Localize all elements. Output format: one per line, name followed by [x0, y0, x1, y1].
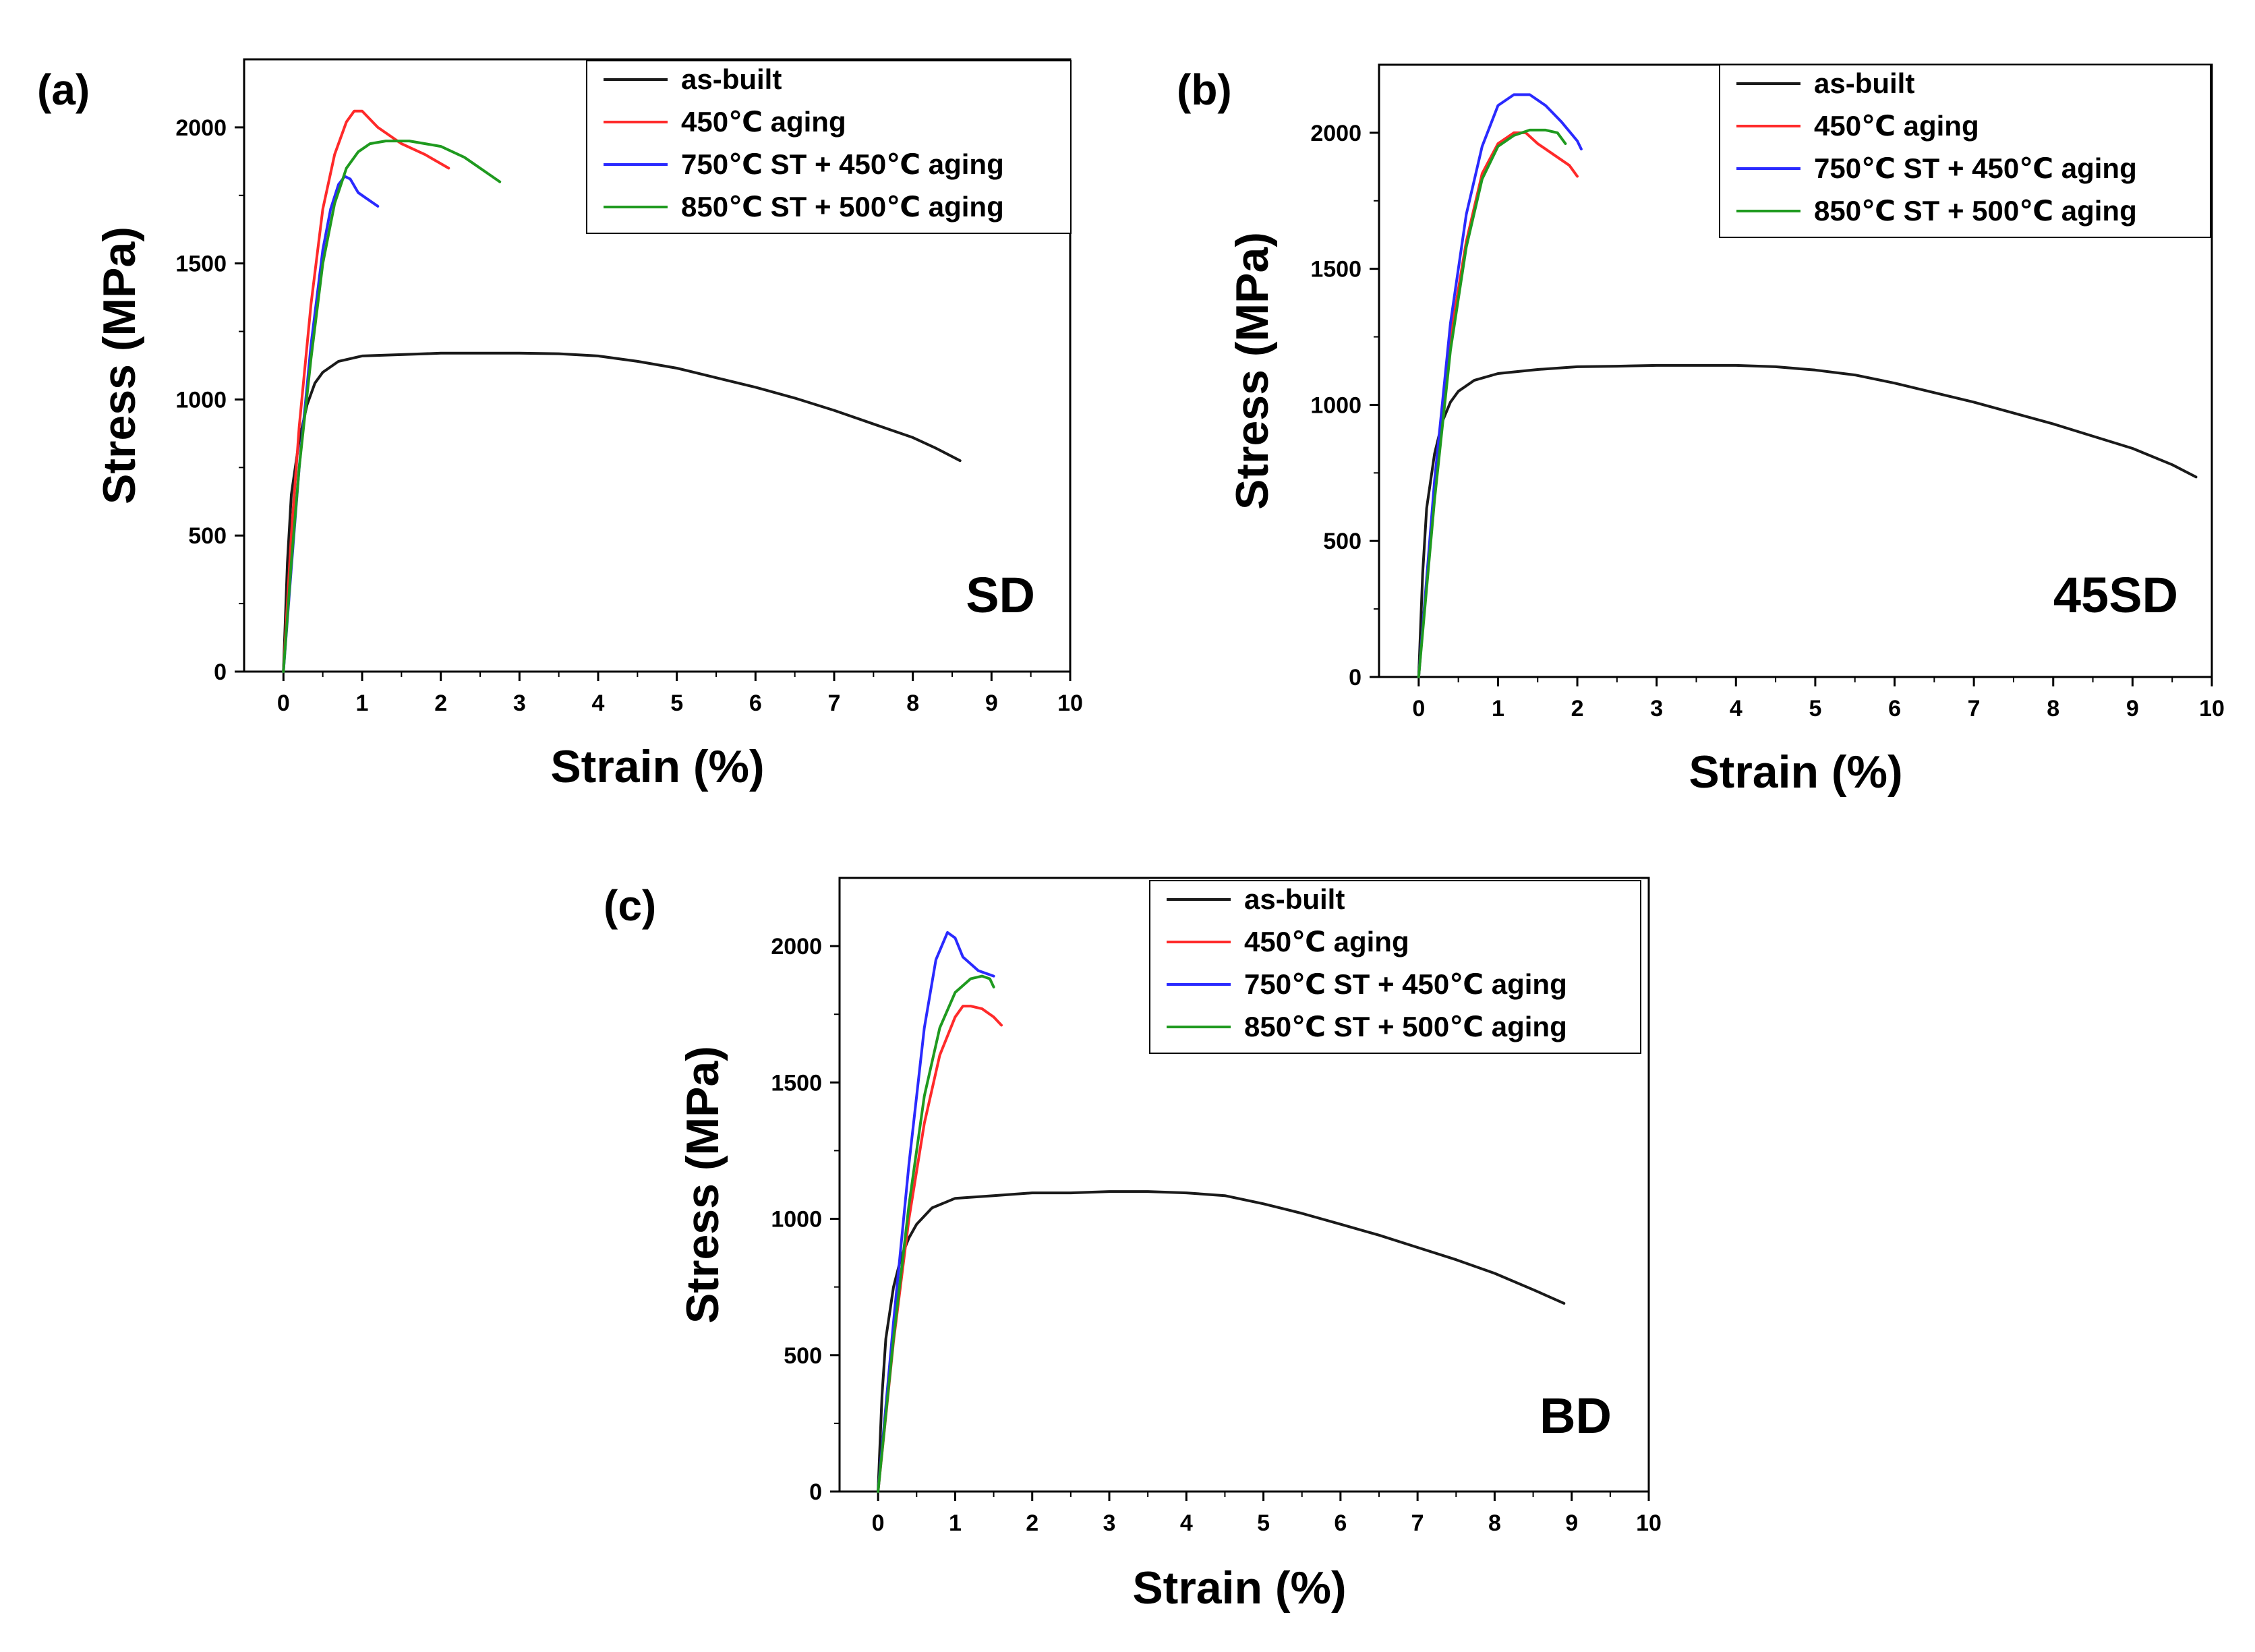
series-line-450c-aging [282, 109, 450, 673]
y-axis-label: Stress (MPa) [677, 1046, 728, 1324]
x-tick-label: 8 [2047, 696, 2059, 721]
legend-entry: as-built [1814, 67, 1914, 99]
x-tick-label: 1 [949, 1510, 962, 1536]
y-tick-label: 1500 [771, 1070, 822, 1096]
panel-label: (c) [604, 881, 656, 930]
x-tick-label: 6 [1888, 696, 1901, 721]
y-tick-label: 500 [784, 1343, 822, 1369]
y-tick-label: 2000 [771, 934, 822, 960]
x-tick-label: 9 [1565, 1510, 1578, 1536]
panel-label: (a) [37, 65, 90, 114]
x-axis-label: Strain (%) [550, 741, 764, 792]
x-tick-label: 5 [1809, 696, 1821, 721]
y-tick-label: 0 [809, 1479, 822, 1505]
chart-panel-0: (a) 0 1 2 3 4 5 6 7 8 9 10 0 500 1000 1500 2000 Strain (%… [37, 58, 1083, 792]
legend-entry: 850℃ ST + 500℃ aging [681, 191, 1004, 223]
plot-frame [243, 58, 1072, 673]
x-tick-label: 7 [828, 690, 841, 716]
x-tick-label: 8 [1488, 1510, 1501, 1536]
x-axis-label: Strain (%) [1689, 746, 1902, 798]
y-tick-label: 2000 [1310, 121, 1361, 146]
y-axis-label: Stress (MPa) [94, 227, 145, 504]
x-tick-label: 3 [1650, 696, 1663, 721]
series-line-450c-aging [877, 1005, 1003, 1493]
y-tick-label: 0 [214, 659, 227, 685]
legend-entry: 450℃ aging [1244, 926, 1409, 957]
x-tick-label: 3 [1103, 1510, 1116, 1536]
legend-entry: 450℃ aging [681, 106, 846, 138]
y-tick-label: 1500 [1310, 257, 1361, 283]
legend-entry: 850℃ ST + 500℃ aging [1814, 195, 2137, 227]
direction-label: SD [966, 567, 1035, 623]
legend-entry: 850℃ ST + 500℃ aging [1244, 1011, 1567, 1042]
series-line-850c-st-500c-aging [1417, 128, 1567, 678]
x-tick-label: 0 [277, 690, 290, 716]
y-tick-label: 1500 [175, 252, 227, 277]
x-tick-label: 5 [1257, 1510, 1270, 1536]
x-tick-label: 9 [2126, 696, 2139, 721]
x-tick-label: 4 [592, 690, 605, 716]
legend-box [1719, 64, 2211, 238]
x-tick-label: 10 [1057, 690, 1083, 716]
chart-panel-1: (b) 0 1 2 3 4 5 6 7 8 9 10 0 500 1000 1500 2000 Strain (%… [1177, 63, 2225, 798]
legend-entry: as-built [681, 63, 782, 95]
series-line-850c-st-500c-aging [282, 140, 502, 673]
legend-entry: 450℃ aging [1814, 110, 1979, 142]
series-line-750c-st-450c-aging [282, 175, 380, 673]
series-line-750c-st-450c-aging [1417, 93, 1583, 678]
x-tick-label: 0 [872, 1510, 885, 1536]
series-line-750c-st-450c-aging [877, 931, 995, 1493]
direction-label: BD [1540, 1388, 1612, 1444]
y-tick-label: 1000 [771, 1207, 822, 1233]
plot-frame [838, 877, 1650, 1493]
x-tick-label: 6 [1334, 1510, 1347, 1536]
x-tick-label: 4 [1180, 1510, 1193, 1536]
x-tick-label: 2 [434, 690, 447, 716]
x-tick-label: 7 [1411, 1510, 1424, 1536]
y-tick-label: 1000 [175, 387, 227, 413]
x-tick-label: 5 [670, 690, 683, 716]
series-line-as-built [877, 1190, 1566, 1493]
legend-entry: 750℃ ST + 450℃ aging [681, 148, 1004, 180]
x-tick-label: 0 [1412, 696, 1425, 721]
legend-box [586, 60, 1072, 234]
panel-label: (b) [1177, 65, 1232, 114]
x-tick-label: 10 [1636, 1510, 1662, 1536]
legend-entry: 750℃ ST + 450℃ aging [1244, 968, 1567, 1000]
y-tick-label: 2000 [175, 115, 227, 141]
series-line-as-built [1417, 363, 2198, 678]
legend-entry: 750℃ ST + 450℃ aging [1814, 152, 2137, 184]
y-tick-label: 500 [1323, 529, 1361, 554]
chart-panel-2: (c) 0 1 2 3 4 5 6 7 8 9 10 0 500 1000 1500 2000 Strain (%… [604, 877, 1662, 1614]
x-tick-label: 2 [1571, 696, 1584, 721]
series-line-as-built [282, 351, 962, 673]
y-tick-label: 500 [188, 523, 227, 549]
series-line-850c-st-500c-aging [877, 974, 995, 1493]
legend-entry: as-built [1244, 883, 1345, 915]
y-axis-label: Stress (MPa) [1227, 232, 1278, 510]
x-tick-label: 1 [356, 690, 369, 716]
x-tick-label: 1 [1492, 696, 1504, 721]
legend-box [1149, 880, 1641, 1054]
direction-label: 45SD [2053, 567, 2178, 623]
y-tick-label: 1000 [1310, 392, 1361, 418]
x-tick-label: 4 [1730, 696, 1742, 721]
x-tick-label: 10 [2199, 696, 2225, 721]
x-tick-label: 2 [1026, 1510, 1038, 1536]
y-tick-label: 0 [1349, 665, 1361, 690]
x-axis-label: Strain (%) [1132, 1562, 1346, 1614]
x-tick-label: 6 [749, 690, 762, 716]
x-tick-label: 7 [1968, 696, 1981, 721]
x-tick-label: 8 [906, 690, 919, 716]
x-tick-label: 9 [985, 690, 998, 716]
x-tick-label: 3 [513, 690, 526, 716]
